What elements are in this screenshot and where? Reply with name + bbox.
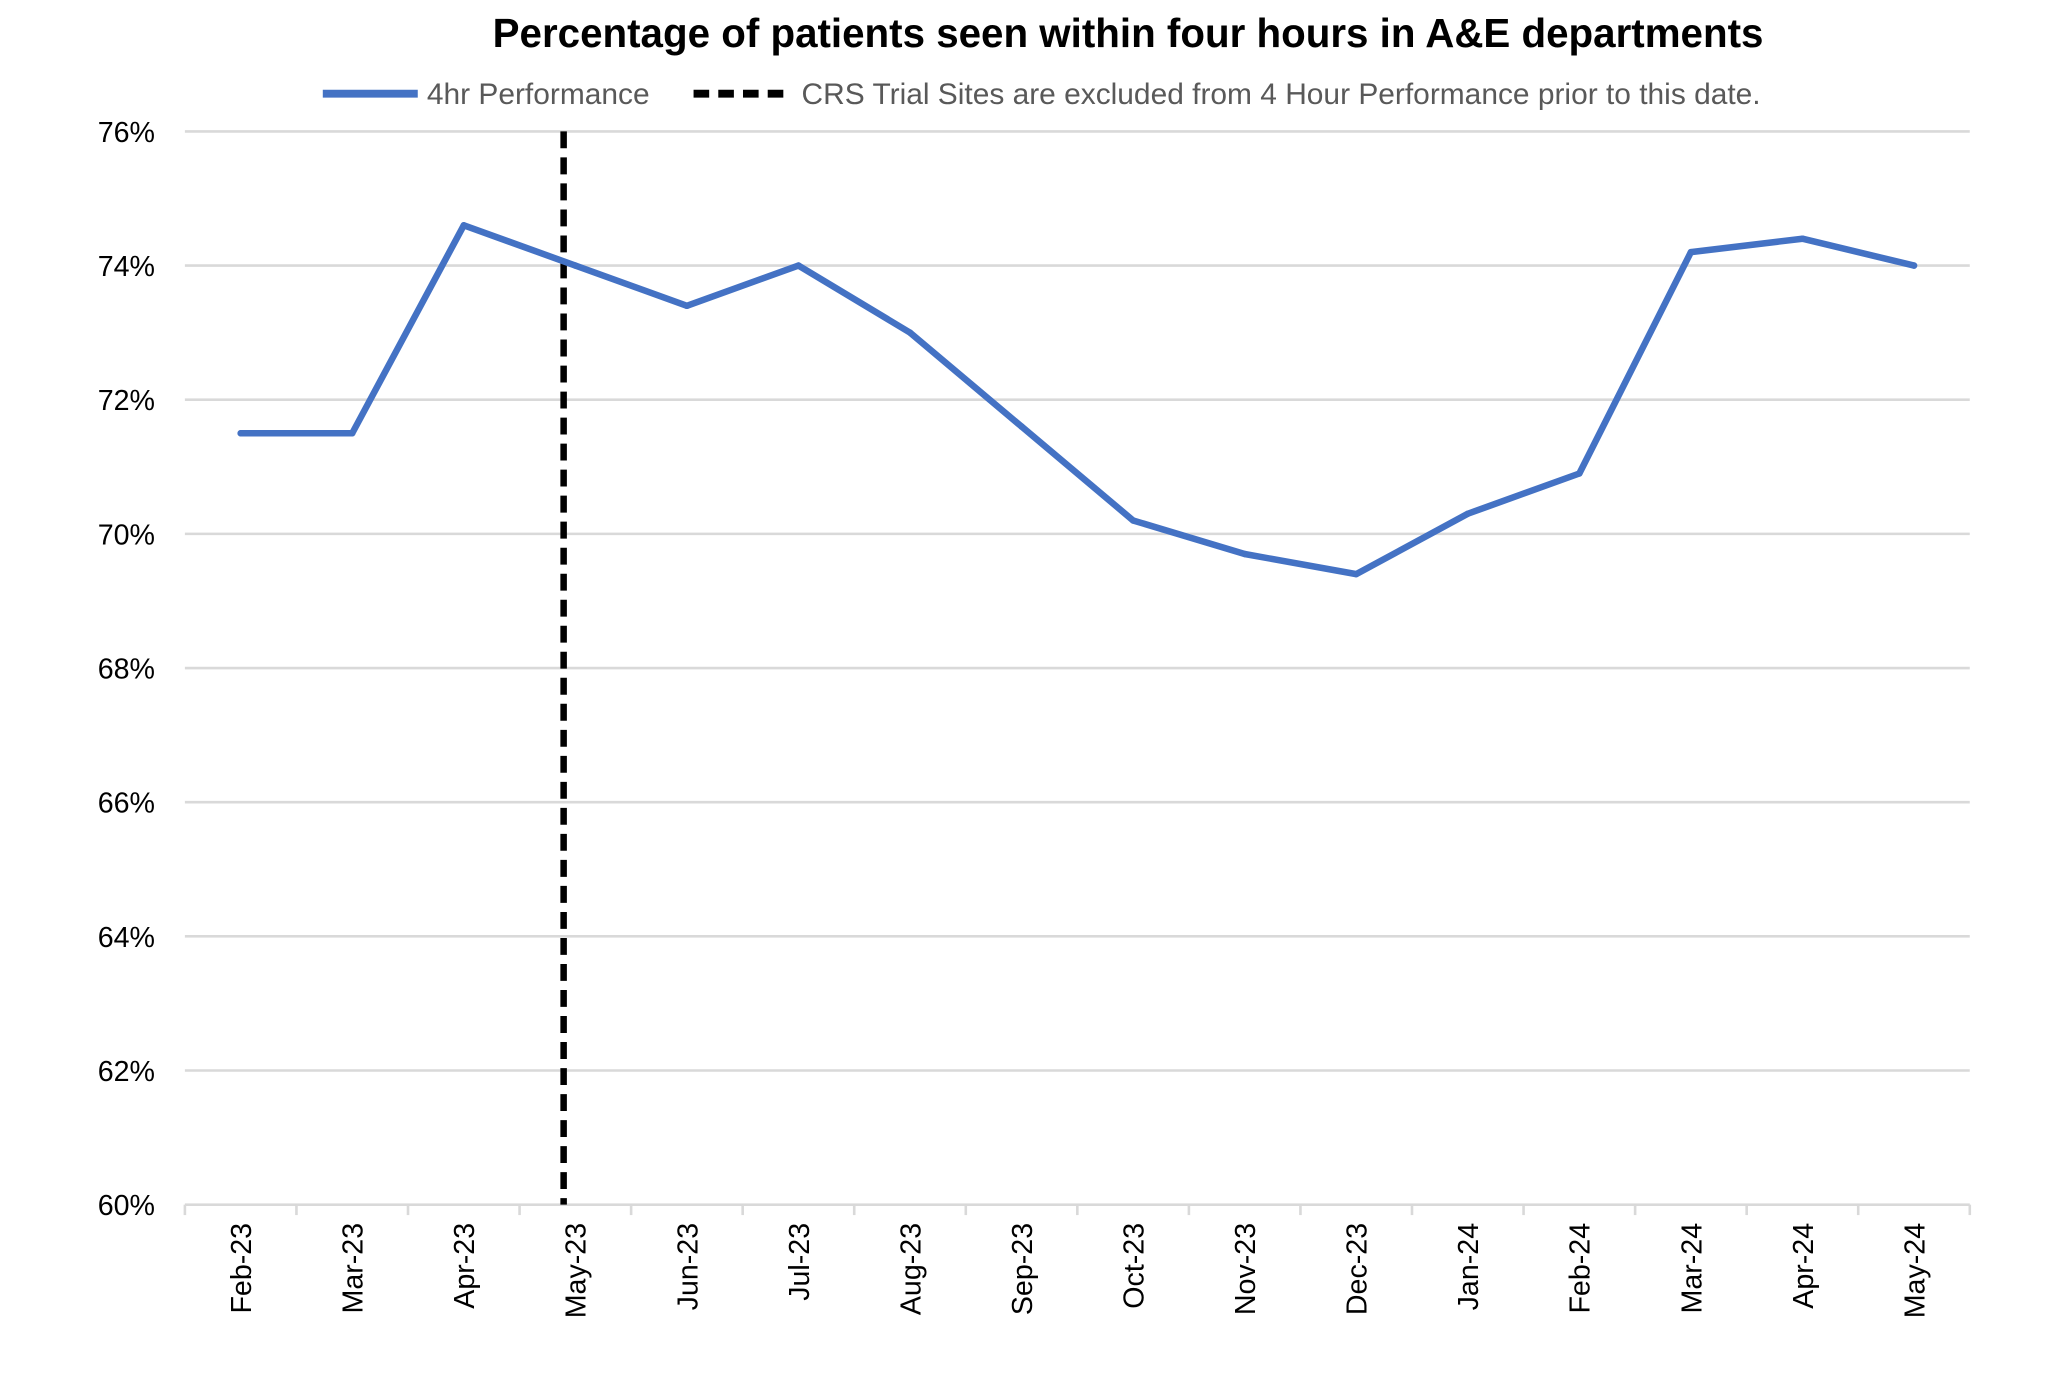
x-tick-label: Jan-24 [1453,1223,1485,1311]
legend-label-crs-line: CRS Trial Sites are excluded from 4 Hour… [802,78,1761,111]
data-point [1687,248,1695,256]
x-tick-label: Dec-23 [1342,1223,1374,1315]
x-tick-label: Sep-23 [1007,1223,1039,1315]
data-point [795,262,802,269]
legend: 4hr Performance CRS Trial Sites are excl… [322,78,1761,111]
x-axis: Feb-23 Mar-23 Apr-23 May-23 Jun-23 Jul-23 Aug-… [183,1204,1972,1318]
x-tick-label: Oct-23 [1119,1223,1151,1309]
data-point [1464,510,1472,517]
data-point [572,262,579,269]
data-point [1018,423,1025,430]
y-tick-label: 72% [98,385,155,417]
data-point [1129,517,1137,524]
data-point [1910,262,1918,269]
x-tick-label: Apr-24 [1788,1223,1820,1309]
y-tick-label: 70% [98,519,155,551]
y-tick-label: 74% [98,251,155,283]
y-tick-label: 68% [98,653,155,685]
data-point [460,222,468,229]
x-tick-label: Mar-24 [1676,1223,1708,1314]
x-tick-label: Jun-23 [672,1223,704,1310]
y-tick-label: 66% [98,788,155,820]
y-tick-label: 76% [98,117,155,149]
data-point [348,429,356,437]
legend-label-4hr-performance: 4hr Performance [427,78,650,111]
data-point [1352,570,1360,578]
data-point [237,429,244,437]
data-point [1799,235,1806,242]
data-point [1241,550,1248,558]
y-tick-label: 60% [98,1190,155,1222]
gridlines [184,130,1970,1206]
data-point [1576,470,1583,477]
data-point [683,302,691,310]
x-tick-label: Jul-23 [784,1223,816,1301]
chart-title: Percentage of patients seen within four … [493,10,1764,56]
y-tick-label: 62% [98,1056,155,1088]
series-group [237,222,1918,578]
x-tick-label: Feb-24 [1565,1223,1597,1314]
x-tick-label: Feb-23 [226,1223,258,1314]
y-axis: 60% 62% 64% 66% 68% 70% 72% 74% 76% [98,117,155,1222]
x-tick-label: Mar-23 [338,1223,370,1314]
x-tick-label: May-23 [561,1223,593,1318]
data-point [906,329,914,336]
series-line-4hr-performance [237,222,1918,578]
y-tick-label: 64% [98,922,155,954]
x-tick-label: May-24 [1899,1223,1931,1318]
x-tick-label: Nov-23 [1230,1223,1262,1315]
x-tick-label: Apr-23 [449,1223,481,1309]
x-tick-label: Aug-23 [895,1223,927,1315]
